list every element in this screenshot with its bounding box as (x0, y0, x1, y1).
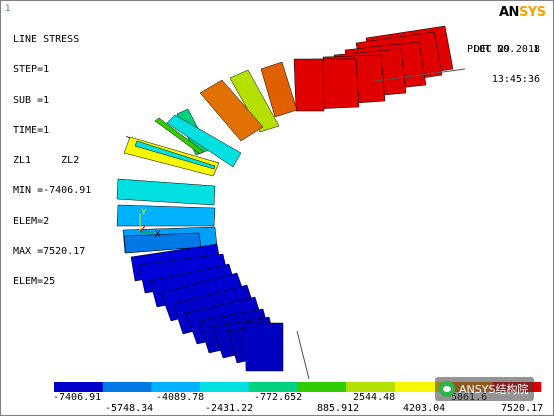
plot-datetime: DEC 29 2018 13:45:36 (470, 25, 540, 105)
legend-tick-label: -772.652 (254, 392, 303, 403)
beam-element (244, 322, 284, 372)
legend-tick-label: -7406.91 (53, 392, 102, 403)
beam-element (154, 117, 204, 155)
legend-color-band (102, 382, 152, 392)
legend-tick-label: -4089.78 (156, 392, 205, 403)
plot-time: 13:45:36 (491, 74, 540, 85)
triad-y-label: Y (141, 208, 147, 218)
legend-color-band (54, 382, 103, 392)
logo-text-an: AN (499, 5, 519, 20)
beam-element (260, 61, 298, 118)
legend-tick-label: 7520.17 (501, 403, 544, 414)
plot-number: PLOT NO. 1 (467, 44, 540, 55)
plot-date: DEC 29 2018 (473, 44, 540, 55)
triad-x-label: X (155, 230, 161, 240)
legend-color-band (200, 382, 250, 392)
legend-tick-label: -5748.34 (105, 403, 154, 414)
watermark-text: ANSYS结构院 (459, 383, 529, 396)
info-line: TIME=1 (13, 124, 50, 136)
beam-element (293, 58, 325, 112)
info-line: ELEM=25 (13, 276, 56, 288)
beam-element (134, 140, 216, 170)
info-line: STEP=1 (13, 64, 50, 76)
legend-color-band (394, 382, 444, 392)
wechat-icon (439, 381, 455, 397)
info-line: MIN =-7406.91 (13, 185, 92, 197)
logo-text-sys: SYS (518, 5, 546, 20)
legend-color-band (297, 382, 347, 392)
legend-tick-label: 885.912 (317, 403, 360, 414)
beam-element (199, 79, 264, 142)
plot-title: LINE STRESS (13, 34, 80, 45)
beam-element (116, 204, 216, 227)
wechat-watermark: ANSYS结构院 (435, 377, 535, 401)
beam-element (166, 114, 242, 168)
legend-tick-label: 4203.04 (403, 403, 446, 414)
beam-element (116, 178, 216, 206)
info-line: ELEM=2 (13, 215, 50, 227)
legend-color-band (248, 382, 298, 392)
beam-centerline (296, 68, 466, 380)
legend-tick-label: 2544.48 (353, 392, 396, 403)
window-number: 1 (5, 4, 11, 14)
ansys-logo: ANSYS (499, 5, 546, 20)
info-line: ZL1 ZL2 (13, 155, 80, 167)
legend-color-band (346, 382, 396, 392)
legend-color-band (151, 382, 201, 392)
legend-tick-label: -2431.22 (205, 403, 254, 414)
plot-info-block: LINE STRESS STEP=1 SUB =1 TIME=1 ZL1 ZL2… (13, 15, 91, 308)
info-line: MAX =7520.17 (13, 246, 86, 258)
coordinate-triad: Y X (139, 208, 161, 240)
info-line: SUB =1 (13, 94, 50, 106)
beam-element-strips (116, 25, 454, 372)
